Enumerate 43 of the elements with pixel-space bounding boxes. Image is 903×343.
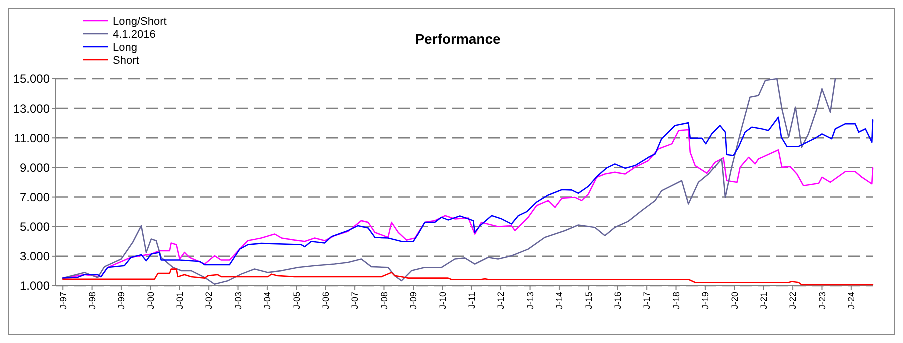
line-series <box>62 268 874 286</box>
x-tick-label: J-08 <box>379 292 390 310</box>
chart-title: Performance <box>415 31 502 47</box>
y-tick-label: 11.000 <box>14 131 50 146</box>
x-tick-label: J-00 <box>146 292 156 310</box>
x-tick-label: J-18 <box>671 292 682 310</box>
x-tick-label: J-11 <box>467 292 478 309</box>
x-tick-label: J-20 <box>730 292 740 310</box>
y-tick-label: 3.000 <box>20 250 50 264</box>
x-tick-label: J-21 <box>759 292 770 310</box>
x-tick-label: J-99 <box>116 292 127 310</box>
x-tick-label: J-16 <box>612 292 623 310</box>
x-tick-label: J-07 <box>350 292 360 310</box>
x-tick-label: J-19 <box>700 292 711 310</box>
x-tick-label: J-04 <box>262 292 273 310</box>
x-tick-label: J-02 <box>204 292 214 310</box>
legend-label: Long/Short <box>113 16 167 28</box>
x-tick-label: J-03 <box>233 292 244 310</box>
line-series <box>62 78 836 286</box>
y-tick-label: 7.000 <box>20 190 50 204</box>
y-tick-label: 5.000 <box>20 220 50 234</box>
x-tick-label: J-97 <box>58 292 68 310</box>
x-tick-label: J-98 <box>87 292 98 310</box>
x-tick-label: J-13 <box>525 292 536 310</box>
y-tick-label: 9.000 <box>20 160 50 175</box>
legend-label: Short <box>113 54 140 67</box>
legend-label: 4.1.2016 <box>113 28 156 41</box>
x-tick-label: J-12 <box>496 292 506 310</box>
y-tick-label: 15.000 <box>13 72 50 86</box>
x-tick-label: J-24 <box>846 292 857 310</box>
x-tick-label: J-15 <box>584 292 594 310</box>
y-tick-label: 1.000 <box>20 279 50 294</box>
x-tick-label: J-22 <box>788 292 798 310</box>
x-tick-label: J-06 <box>321 292 332 310</box>
y-tick-label: 13.000 <box>13 102 50 116</box>
x-tick-label: J-14 <box>554 292 565 310</box>
x-tick-label: J-05 <box>292 292 302 310</box>
x-tick-label: J-23 <box>817 292 828 310</box>
legend-label: Long <box>113 42 138 54</box>
x-tick-label: J-10 <box>438 292 448 310</box>
x-tick-label: J-17 <box>642 292 652 310</box>
x-tick-label: J-09 <box>408 292 419 310</box>
x-tick-label: J-01 <box>175 292 186 310</box>
